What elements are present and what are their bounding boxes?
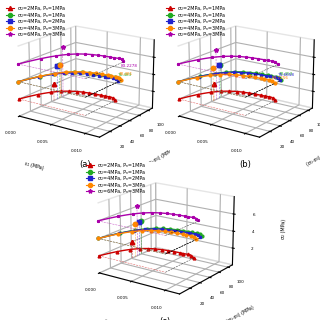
- X-axis label: ε₁ (MPa): ε₁ (MPa): [104, 318, 124, 320]
- Legend: σ₂=2MPa, Pₙ=1MPa, σ₂=4MPa, Pₙ=1MPa, σ₂=4MPa, Pₙ=2MPa, σ₂=4MPa, Pₙ=3MPa, σ₂=6MPa,: σ₂=2MPa, Pₙ=1MPa, σ₂=4MPa, Pₙ=1MPa, σ₂=4…: [4, 4, 67, 39]
- Y-axis label: (σ₁-σ₃) (MPa): (σ₁-σ₃) (MPa): [225, 305, 254, 320]
- Y-axis label: (σ₁-σ₃) (MPa): (σ₁-σ₃) (MPa): [145, 148, 174, 167]
- Y-axis label: (σ₁-σ₃) (MPa): (σ₁-σ₃) (MPa): [305, 148, 320, 167]
- Text: (c): (c): [159, 317, 170, 320]
- X-axis label: ε₁ (MPa): ε₁ (MPa): [24, 161, 44, 171]
- X-axis label: ε₁ (MPa): ε₁ (MPa): [184, 161, 204, 171]
- Legend: σ₂=2MPa, Pₙ=1MPa, σ₂=4MPa, Pₙ=1MPa, σ₂=4MPa, Pₙ=2MPa, σ₂=4MPa, Pₙ=3MPa, σ₂=6MPa,: σ₂=2MPa, Pₙ=1MPa, σ₂=4MPa, Pₙ=1MPa, σ₂=4…: [164, 4, 227, 39]
- Legend: σ₂=2MPa, Pₙ=1MPa, σ₂=4MPa, Pₙ=1MPa, σ₂=4MPa, Pₙ=2MPa, σ₂=4MPa, Pₙ=3MPa, σ₂=6MPa,: σ₂=2MPa, Pₙ=1MPa, σ₂=4MPa, Pₙ=1MPa, σ₂=4…: [84, 161, 147, 196]
- Text: (b): (b): [239, 160, 251, 169]
- Text: (a): (a): [79, 160, 91, 169]
